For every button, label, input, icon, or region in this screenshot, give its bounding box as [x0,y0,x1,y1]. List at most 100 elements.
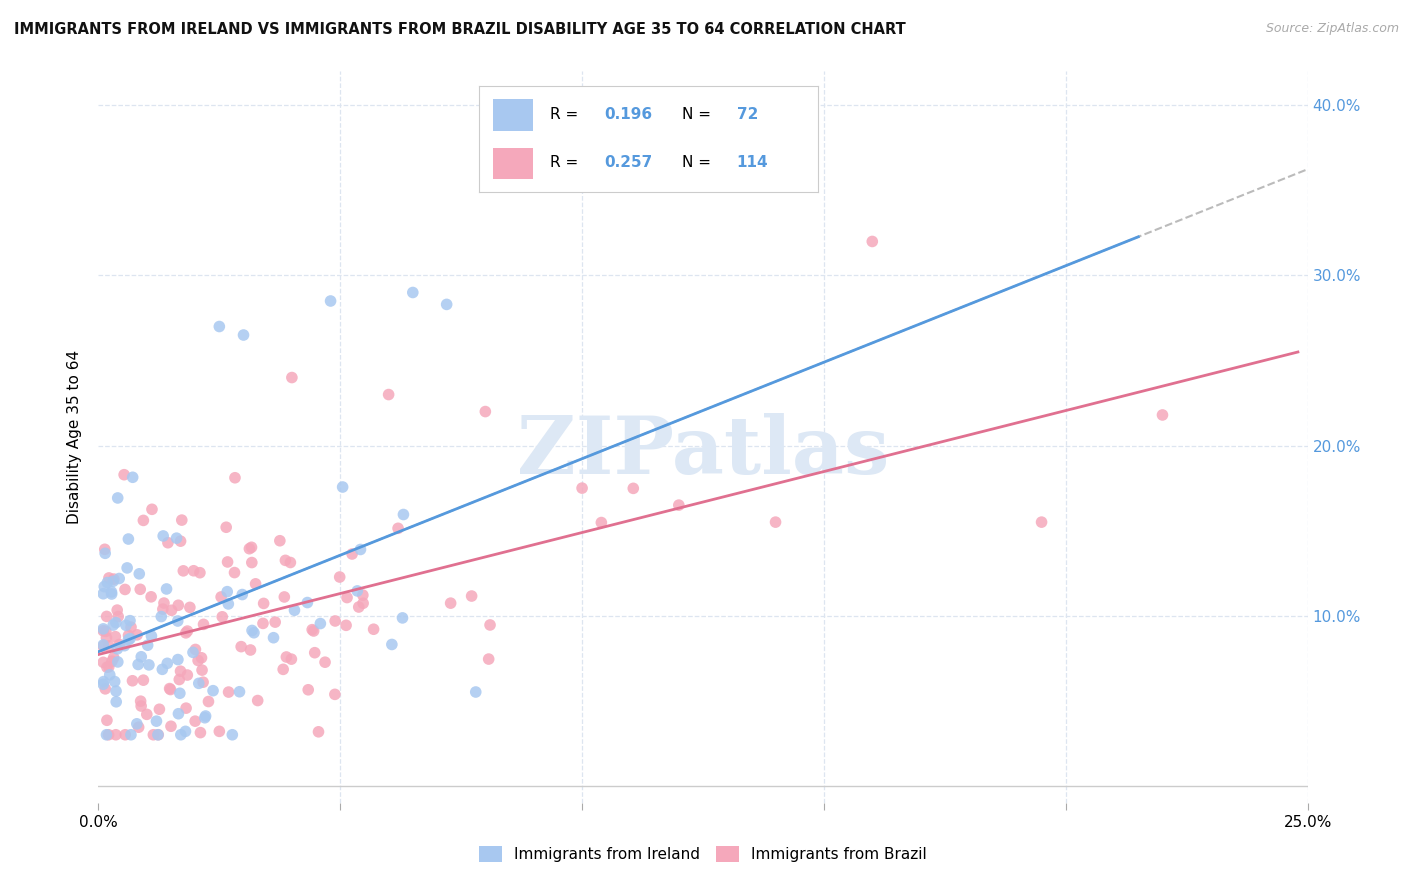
Point [297,682,319,697]
Point [352,588,374,602]
Point [96,728,118,742]
Point [340,547,363,561]
Point [115,561,138,575]
Point [224,566,246,580]
Point [97,660,120,674]
Point [96,660,118,674]
Point [184,714,207,728]
Point [392,508,415,522]
Point [276,650,298,665]
Point [271,662,294,676]
Text: ZIPatlas: ZIPatlas [517,413,889,491]
Point [107,609,129,624]
Point [169,686,191,700]
Point [329,570,352,584]
Point [377,387,399,401]
Point [105,684,128,698]
Point [184,642,207,657]
Legend: Immigrants from Ireland, Immigrants from Brazil: Immigrants from Ireland, Immigrants from… [474,840,932,868]
Point [176,668,198,682]
Point [129,582,152,597]
Point [107,655,129,669]
Point [107,491,129,505]
Point [105,603,128,617]
Point [1152,408,1174,422]
Point [125,716,148,731]
Point [170,728,193,742]
Point [273,590,295,604]
Point [108,637,131,651]
Point [97,728,120,742]
Point [105,695,128,709]
Point [297,596,319,610]
Point [336,591,359,605]
Point [167,706,190,721]
Point [96,631,118,645]
Point [402,285,425,300]
Point [308,724,330,739]
Point [114,639,136,653]
Point [319,293,342,308]
Point [91,638,114,652]
Point [280,556,302,570]
Point [193,617,215,632]
Point [191,675,214,690]
Point [239,643,262,657]
Point [253,596,276,610]
Point [117,532,139,546]
Point [252,616,274,631]
Point [208,724,231,739]
Point [121,470,143,484]
Point [153,596,176,610]
Point [274,553,297,567]
Point [217,597,239,611]
Point [479,618,502,632]
Point [217,584,239,599]
Point [132,673,155,688]
Point [152,529,174,543]
Point [197,694,219,708]
Point [347,600,370,615]
Point [474,404,496,418]
Point [169,664,191,678]
Point [141,629,163,643]
Point [117,632,139,647]
Point [218,685,240,699]
Point [132,513,155,527]
Point [240,541,263,555]
Point [202,683,225,698]
Point [621,481,644,495]
Point [215,520,238,534]
Point [194,709,217,723]
Point [179,600,201,615]
Point [91,624,114,638]
Point [243,625,266,640]
Point [245,577,267,591]
Point [323,687,346,701]
Point [478,652,501,666]
Point [104,674,127,689]
Point [128,566,150,581]
Point [349,542,371,557]
Point [309,616,332,631]
Point [94,681,117,696]
Point [118,614,141,628]
Point [146,728,169,742]
Point [112,467,135,482]
Point [96,713,118,727]
Point [464,685,486,699]
Point [160,719,183,733]
Point [217,555,239,569]
Point [264,615,287,629]
Point [240,556,263,570]
Point [765,515,787,529]
Point [103,650,125,665]
Point [91,622,114,636]
Point [302,624,325,638]
Point [436,297,458,311]
Point [103,572,125,586]
Point [117,628,139,642]
Point [571,481,593,495]
Point [232,328,254,343]
Point [183,564,205,578]
